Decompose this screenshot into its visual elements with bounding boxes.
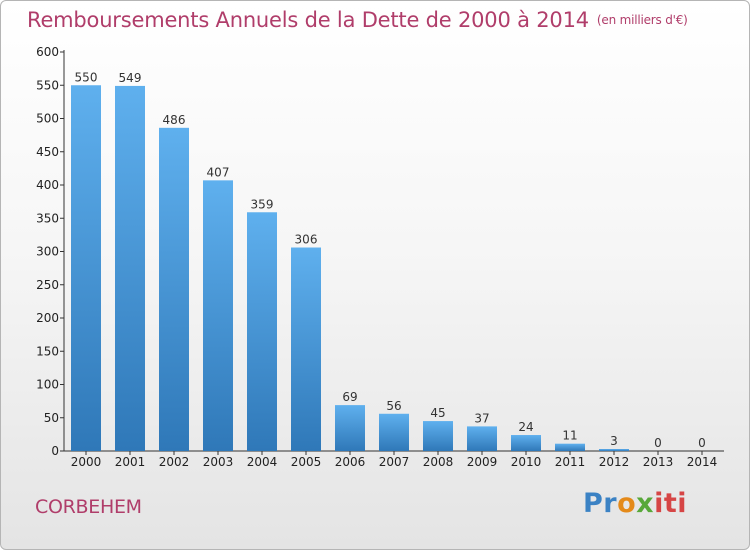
bar: [247, 212, 277, 451]
bar: [71, 85, 101, 451]
y-tick-label: 0: [51, 444, 59, 458]
data-label: 0: [698, 436, 706, 450]
data-label: 306: [295, 233, 318, 247]
data-label: 407: [207, 165, 230, 179]
data-label: 486: [163, 113, 186, 127]
bar: [203, 180, 233, 451]
x-tick-label: 2007: [379, 455, 410, 469]
bar: [335, 405, 365, 451]
chart-title: Remboursements Annuels de la Dette de 20…: [27, 8, 688, 32]
x-tick-label: 2010: [511, 455, 542, 469]
y-tick-label: 350: [36, 211, 59, 225]
logo-part: iti: [654, 488, 688, 519]
data-label: 37: [474, 411, 489, 425]
x-tick-label: 2005: [291, 455, 322, 469]
data-label: 45: [430, 406, 445, 420]
x-tick-label: 2008: [423, 455, 454, 469]
bar: [291, 247, 321, 451]
bar: [115, 85, 145, 451]
x-tick-label: 2014: [687, 455, 718, 469]
x-tick-label: 2003: [203, 455, 234, 469]
x-tick-label: 2004: [247, 455, 278, 469]
data-label: 69: [342, 390, 357, 404]
x-tick-label: 2009: [467, 455, 498, 469]
y-tick-label: 300: [36, 245, 59, 259]
data-label: 3: [610, 434, 618, 448]
x-tick-label: 2013: [643, 455, 674, 469]
chart-title-text: Remboursements Annuels de la Dette de 20…: [27, 8, 589, 32]
logo-part: x: [636, 488, 655, 519]
y-tick-label: 500: [36, 112, 59, 126]
y-tick-label: 50: [44, 411, 59, 425]
x-tick-label: 2002: [159, 455, 190, 469]
y-tick-label: 150: [36, 344, 59, 358]
data-label: 24: [518, 420, 533, 434]
bar: [423, 421, 453, 451]
data-label: 549: [119, 71, 142, 85]
data-label: 359: [251, 197, 274, 211]
bar: [159, 127, 189, 451]
bar: [379, 413, 409, 451]
y-tick-label: 600: [36, 45, 59, 59]
y-tick-label: 250: [36, 278, 59, 292]
bar: [555, 443, 585, 451]
data-label: 56: [386, 399, 401, 413]
y-tick-label: 100: [36, 378, 59, 392]
bar: [467, 426, 497, 451]
data-label: 0: [654, 436, 662, 450]
commune-name: CORBEHEM: [35, 496, 142, 518]
bar: [511, 435, 541, 451]
x-tick-label: 2011: [555, 455, 586, 469]
x-tick-label: 2000: [71, 455, 102, 469]
y-tick-label: 200: [36, 311, 59, 325]
x-tick-label: 2012: [599, 455, 630, 469]
y-tick-label: 550: [36, 78, 59, 92]
unit-note: (en milliers d'€): [596, 13, 688, 27]
bar: [599, 449, 629, 451]
x-tick-label: 2006: [335, 455, 366, 469]
proxiti-logo: Proxiti: [583, 488, 687, 519]
logo-part: o: [617, 488, 637, 519]
data-label: 11: [562, 429, 577, 443]
data-label: 550: [75, 70, 98, 84]
x-tick-label: 2001: [115, 455, 146, 469]
y-tick-label: 450: [36, 145, 59, 159]
y-tick-label: 400: [36, 178, 59, 192]
logo-part: Pr: [583, 488, 618, 519]
